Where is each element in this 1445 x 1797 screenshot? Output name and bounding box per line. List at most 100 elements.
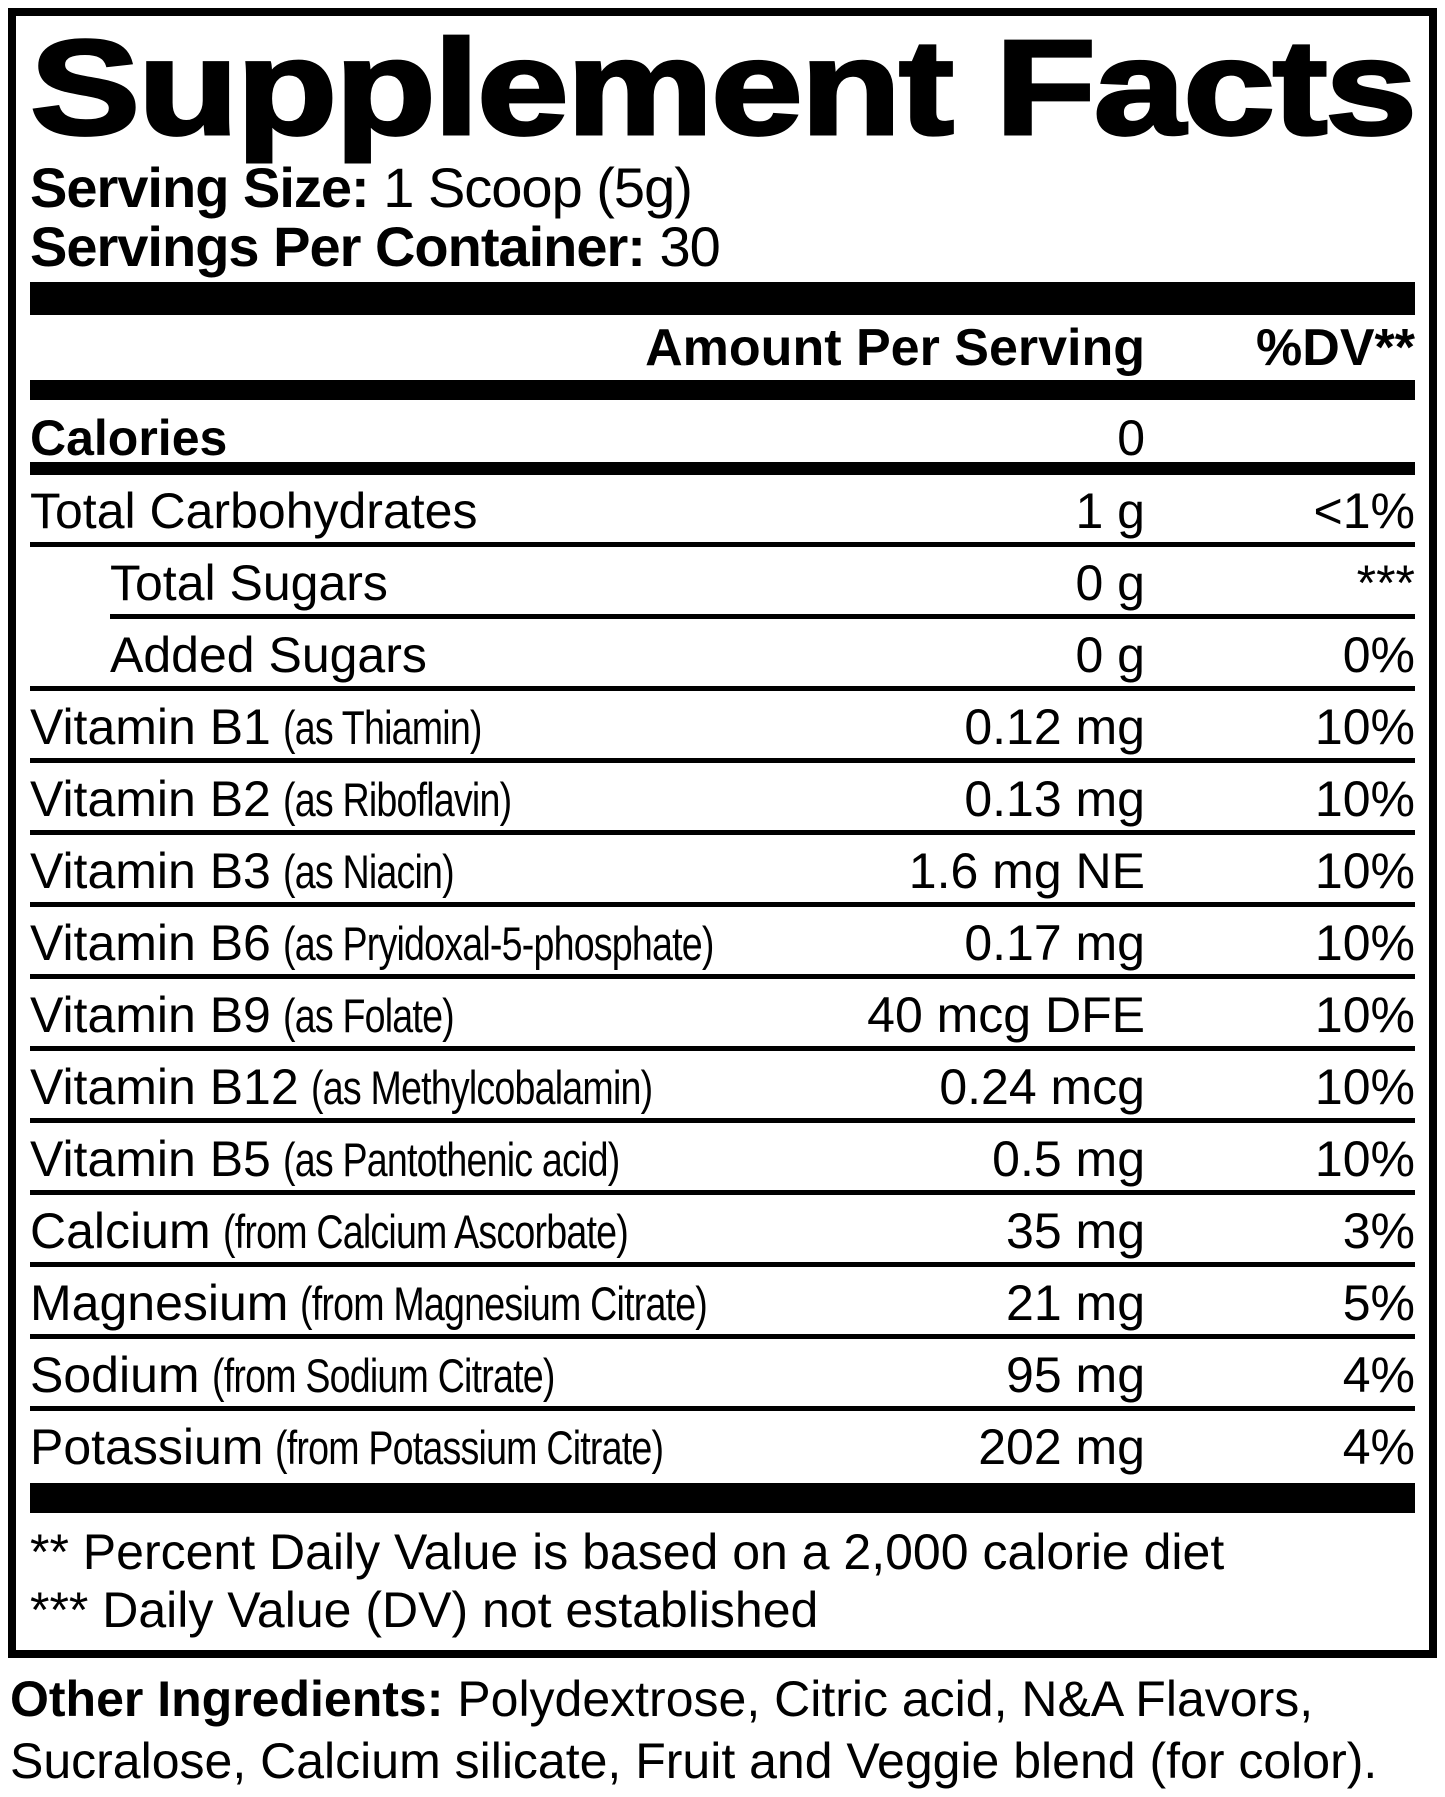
amount-per-serving-header: Amount Per Serving	[645, 318, 1145, 377]
serving-size-row: Serving Size: 1 Scoop (5g)	[30, 158, 1415, 217]
nutrient-amount: 40 mcg DFE	[867, 987, 1145, 1043]
nutrient-name: Added Sugars	[110, 627, 427, 683]
divider-bar-bottom	[30, 1483, 1415, 1513]
table-row: Magnesium (from Magnesium Citrate) 21 mg…	[30, 1267, 1415, 1339]
nutrient-name: Vitamin B1	[30, 699, 271, 755]
nutrient-qualifier: (as Pantothenic acid)	[282, 1133, 620, 1186]
nutrient-dv: 10%	[1314, 843, 1415, 899]
nutrient-dv: 4%	[1342, 1419, 1415, 1475]
nutrient-name: Vitamin B12	[30, 1059, 299, 1115]
nutrient-name: Vitamin B5	[30, 1131, 271, 1187]
nutrient-amount: 1 g	[1075, 483, 1145, 539]
nutrient-qualifier: (from Magnesium Citrate)	[300, 1277, 708, 1330]
servings-per-container-row: Servings Per Container: 30	[30, 217, 1415, 276]
nutrient-amount: 0.5 mg	[992, 1131, 1145, 1187]
other-ingredients-line1-text: Polydextrose, Citric acid, N&A Flavors,	[457, 1671, 1314, 1727]
nutrient-name: Calcium	[30, 1203, 211, 1259]
table-row: Calcium (from Calcium Ascorbate) 35 mg 3…	[30, 1195, 1415, 1267]
nutrient-dv: 10%	[1314, 1059, 1415, 1115]
table-row: Added Sugars 0 g 0%	[30, 619, 1415, 691]
nutrient-name: Vitamin B3	[30, 843, 271, 899]
nutrient-name: Magnesium	[30, 1275, 289, 1331]
table-row: Total Carbohydrates 1 g <1%	[30, 475, 1415, 547]
panel-title-wrap: Supplement Facts	[28, 12, 1419, 163]
nutrient-name: Total Carbohydrates	[30, 483, 478, 539]
nutrient-name: Calories	[30, 409, 228, 466]
nutrient-qualifier: (as Riboflavin)	[282, 773, 512, 826]
nutrient-name-wrap: Total Carbohydrates	[30, 482, 477, 540]
table-row: Vitamin B9 (as Folate) 40 mcg DFE 10%	[30, 979, 1415, 1051]
table-row: Vitamin B3 (as Niacin) 1.6 mg NE 10%	[30, 835, 1415, 907]
nutrient-amount: 0.24 mcg	[939, 1059, 1145, 1115]
table-row: Vitamin B12 (as Methylcobalamin) 0.24 mc…	[30, 1051, 1415, 1123]
nutrient-name-wrap: Vitamin B9 (as Folate)	[30, 986, 497, 1044]
nutrient-amount: 0	[1117, 409, 1145, 466]
nutrient-amount: 95 mg	[1006, 1347, 1145, 1403]
table-row: Vitamin B5 (as Pantothenic acid) 0.5 mg …	[30, 1123, 1415, 1195]
serving-size-value: 1 Scoop (5g)	[383, 156, 693, 219]
nutrient-dv: 10%	[1314, 699, 1415, 755]
serving-size-label: Serving Size:	[30, 156, 370, 219]
nutrient-dv: 10%	[1314, 915, 1415, 971]
servings-per-container-value: 30	[659, 215, 721, 278]
nutrient-rows: Calories 0 Total Carbohydrates 1 g <1% T…	[30, 400, 1415, 1483]
nutrient-amount: 1.6 mg NE	[908, 843, 1145, 899]
nutrient-name: Total Sugars	[110, 555, 388, 611]
nutrient-amount: 202 mg	[978, 1419, 1145, 1475]
table-row: Vitamin B2 (as Riboflavin) 0.13 mg 10%	[30, 763, 1415, 835]
nutrient-qualifier: (as Thiamin)	[282, 701, 482, 754]
nutrient-name: Vitamin B2	[30, 771, 271, 827]
nutrient-amount: 0.17 mg	[964, 915, 1145, 971]
nutrient-name: Potassium	[30, 1419, 264, 1475]
nutrient-name: Vitamin B9	[30, 987, 271, 1043]
nutrient-name-wrap: Sodium (from Sodium Citrate)	[30, 1346, 640, 1404]
nutrient-name: Vitamin B6	[30, 915, 271, 971]
nutrient-amount: 0 g	[1075, 555, 1145, 611]
divider-bar-top	[30, 282, 1415, 315]
nutrient-name: Sodium	[30, 1347, 200, 1403]
footnote-dv: ** Percent Daily Value is based on a 2,0…	[30, 1524, 1225, 1580]
footnote-not-established: *** Daily Value (DV) not established	[30, 1582, 819, 1638]
other-ingredients: Other Ingredients: Polydextrose, Citric …	[10, 1668, 1440, 1792]
nutrient-name-wrap: Total Sugars	[30, 554, 388, 612]
nutrient-dv: 4%	[1342, 1347, 1415, 1403]
nutrient-dv: 5%	[1342, 1275, 1415, 1331]
nutrient-name-wrap: Vitamin B12 (as Methylcobalamin)	[30, 1058, 737, 1116]
panel-title: Supplement Facts	[28, 12, 1419, 163]
nutrient-qualifier: (from Potassium Citrate)	[275, 1421, 664, 1474]
nutrient-dv: ***	[1356, 555, 1415, 611]
nutrient-name-wrap: Vitamin B3 (as Niacin)	[30, 842, 496, 900]
nutrient-name-wrap: Calcium (from Calcium Ascorbate)	[30, 1202, 729, 1260]
servings-per-container-label: Servings Per Container:	[30, 215, 646, 278]
footnotes: ** Percent Daily Value is based on a 2,0…	[30, 1513, 1415, 1639]
nutrient-dv: 3%	[1342, 1203, 1415, 1259]
nutrient-dv: 10%	[1314, 1131, 1415, 1187]
nutrient-qualifier: (as Methylcobalamin)	[310, 1061, 653, 1114]
nutrient-amount: 0.12 mg	[964, 699, 1145, 755]
nutrient-name-wrap: Vitamin B5 (as Pantothenic acid)	[30, 1130, 703, 1188]
nutrient-amount: 0.13 mg	[964, 771, 1145, 827]
supplement-facts-panel: Supplement Facts Serving Size: 1 Scoop (…	[8, 8, 1437, 1658]
nutrient-qualifier: (as Niacin)	[282, 845, 455, 898]
nutrient-name-wrap: Magnesium (from Magnesium Citrate)	[30, 1274, 809, 1332]
table-row: Potassium (from Potassium Citrate) 202 m…	[30, 1411, 1415, 1483]
nutrient-name-wrap: Vitamin B2 (as Riboflavin)	[30, 770, 568, 828]
divider-bar-header	[30, 380, 1415, 400]
percent-dv-header: %DV**	[1256, 318, 1415, 377]
column-header-row: Amount Per Serving %DV**	[30, 315, 1415, 380]
nutrient-dv: 10%	[1314, 987, 1415, 1043]
nutrient-name-wrap: Vitamin B6 (as Pryidoxal-5-phosphate)	[30, 914, 821, 972]
nutrient-qualifier: (as Folate)	[282, 989, 455, 1042]
other-ingredients-line1: Other Ingredients: Polydextrose, Citric …	[10, 1668, 1313, 1730]
nutrient-qualifier: (as Pryidoxal-5-phosphate)	[282, 917, 714, 970]
nutrient-name-wrap: Added Sugars	[30, 626, 427, 684]
nutrient-name-wrap: Potassium (from Potassium Citrate)	[30, 1418, 761, 1476]
nutrient-dv: <1%	[1313, 483, 1415, 539]
table-row: Vitamin B1 (as Thiamin) 0.12 mg 10%	[30, 691, 1415, 763]
nutrient-qualifier: (from Sodium Citrate)	[211, 1349, 555, 1402]
table-row: Calories 0	[30, 400, 1415, 475]
nutrient-amount: 35 mg	[1006, 1203, 1145, 1259]
other-ingredients-line2: Sucralose, Calcium silicate, Fruit and V…	[10, 1733, 1378, 1789]
nutrient-amount: 0 g	[1075, 627, 1145, 683]
nutrient-name-wrap: Calories	[30, 409, 227, 467]
